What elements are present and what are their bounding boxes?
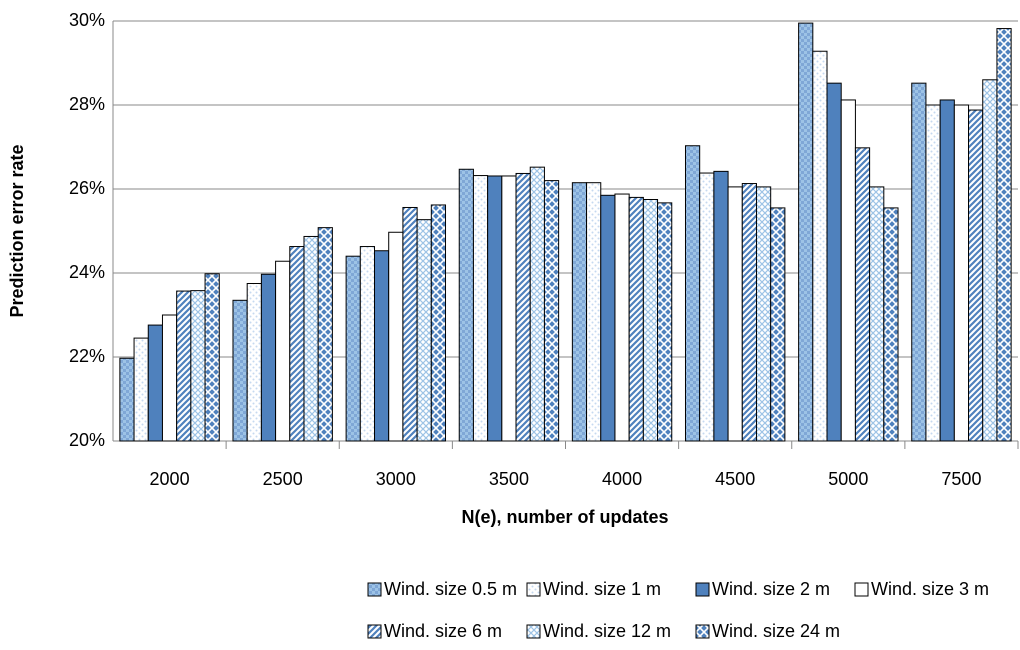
bar	[883, 207, 899, 442]
bar	[911, 82, 927, 442]
bar	[854, 147, 871, 442]
y-tick-label: 28%	[69, 94, 105, 114]
legend-label: Wind. size 6 m	[384, 621, 502, 641]
bar	[359, 246, 376, 442]
bar	[501, 175, 517, 442]
y-tick-label: 30%	[69, 10, 105, 30]
bar	[741, 183, 757, 442]
bar	[204, 273, 220, 442]
legend-swatch	[854, 582, 869, 597]
legend-swatch	[526, 582, 541, 597]
bar	[303, 235, 319, 442]
bar	[458, 168, 474, 442]
bar	[699, 172, 715, 442]
bar	[416, 219, 432, 442]
bar	[586, 182, 602, 442]
legend-swatch	[695, 624, 710, 639]
bar	[317, 227, 333, 442]
bar	[119, 357, 135, 442]
bar	[147, 324, 163, 442]
bar	[968, 109, 984, 442]
bar	[190, 290, 206, 442]
bar	[642, 199, 659, 442]
bar	[925, 104, 941, 442]
x-tick-label: 4500	[715, 469, 755, 489]
bar	[996, 28, 1012, 442]
legend-swatch	[367, 624, 382, 639]
legend-label: Wind. size 0.5 m	[384, 579, 517, 599]
bar	[260, 273, 277, 442]
bar	[600, 194, 616, 442]
bar	[529, 166, 545, 442]
bar	[755, 186, 772, 442]
legend-label: Wind. size 1 m	[543, 579, 661, 599]
bar	[345, 255, 361, 442]
bar	[161, 314, 178, 442]
bar	[684, 145, 701, 442]
x-tick-label: 2000	[150, 469, 190, 489]
bar	[133, 337, 149, 442]
bar	[840, 99, 856, 442]
bar	[614, 193, 630, 442]
bar	[289, 246, 305, 442]
bar	[869, 186, 885, 442]
bar	[798, 22, 814, 442]
legend-label: Wind. size 24 m	[712, 621, 840, 641]
legend-swatch	[695, 582, 710, 597]
legend-label: Wind. size 12 m	[543, 621, 671, 641]
bar	[953, 104, 970, 442]
bar	[657, 202, 673, 442]
bar	[727, 186, 743, 442]
legend-label: Wind. size 3 m	[871, 579, 989, 599]
bar	[388, 231, 404, 442]
x-tick-label: 5000	[828, 469, 868, 489]
x-tick-label: 2500	[263, 469, 303, 489]
y-tick-label: 22%	[69, 346, 105, 366]
x-axis-title: N(e), number of updates	[461, 507, 668, 527]
x-tick-label: 7500	[941, 469, 981, 489]
bar	[487, 175, 503, 442]
bar	[826, 82, 842, 442]
bar	[402, 206, 418, 442]
y-axis-title: Prediction error rate	[7, 144, 27, 317]
bar	[430, 204, 447, 442]
legend-label: Wind. size 2 m	[712, 579, 830, 599]
legend-swatch	[367, 582, 382, 597]
bar	[176, 290, 192, 442]
bar	[246, 283, 262, 442]
bar	[543, 180, 560, 442]
bar	[939, 99, 955, 442]
x-tick-label: 4000	[602, 469, 642, 489]
bar	[770, 207, 786, 442]
bar	[628, 196, 644, 442]
bar	[232, 299, 248, 442]
legend-swatch	[526, 624, 541, 639]
y-tick-label: 26%	[69, 178, 105, 198]
x-tick-label: 3500	[489, 469, 529, 489]
y-tick-label: 24%	[69, 262, 105, 282]
bar	[713, 170, 729, 442]
bar	[472, 175, 489, 442]
bar	[374, 250, 390, 442]
bar	[982, 79, 998, 442]
bar	[812, 50, 828, 442]
y-tick-label: 20%	[69, 430, 105, 450]
bar	[515, 172, 531, 442]
bar	[275, 260, 291, 442]
x-tick-label: 3000	[376, 469, 416, 489]
bar	[571, 182, 588, 442]
